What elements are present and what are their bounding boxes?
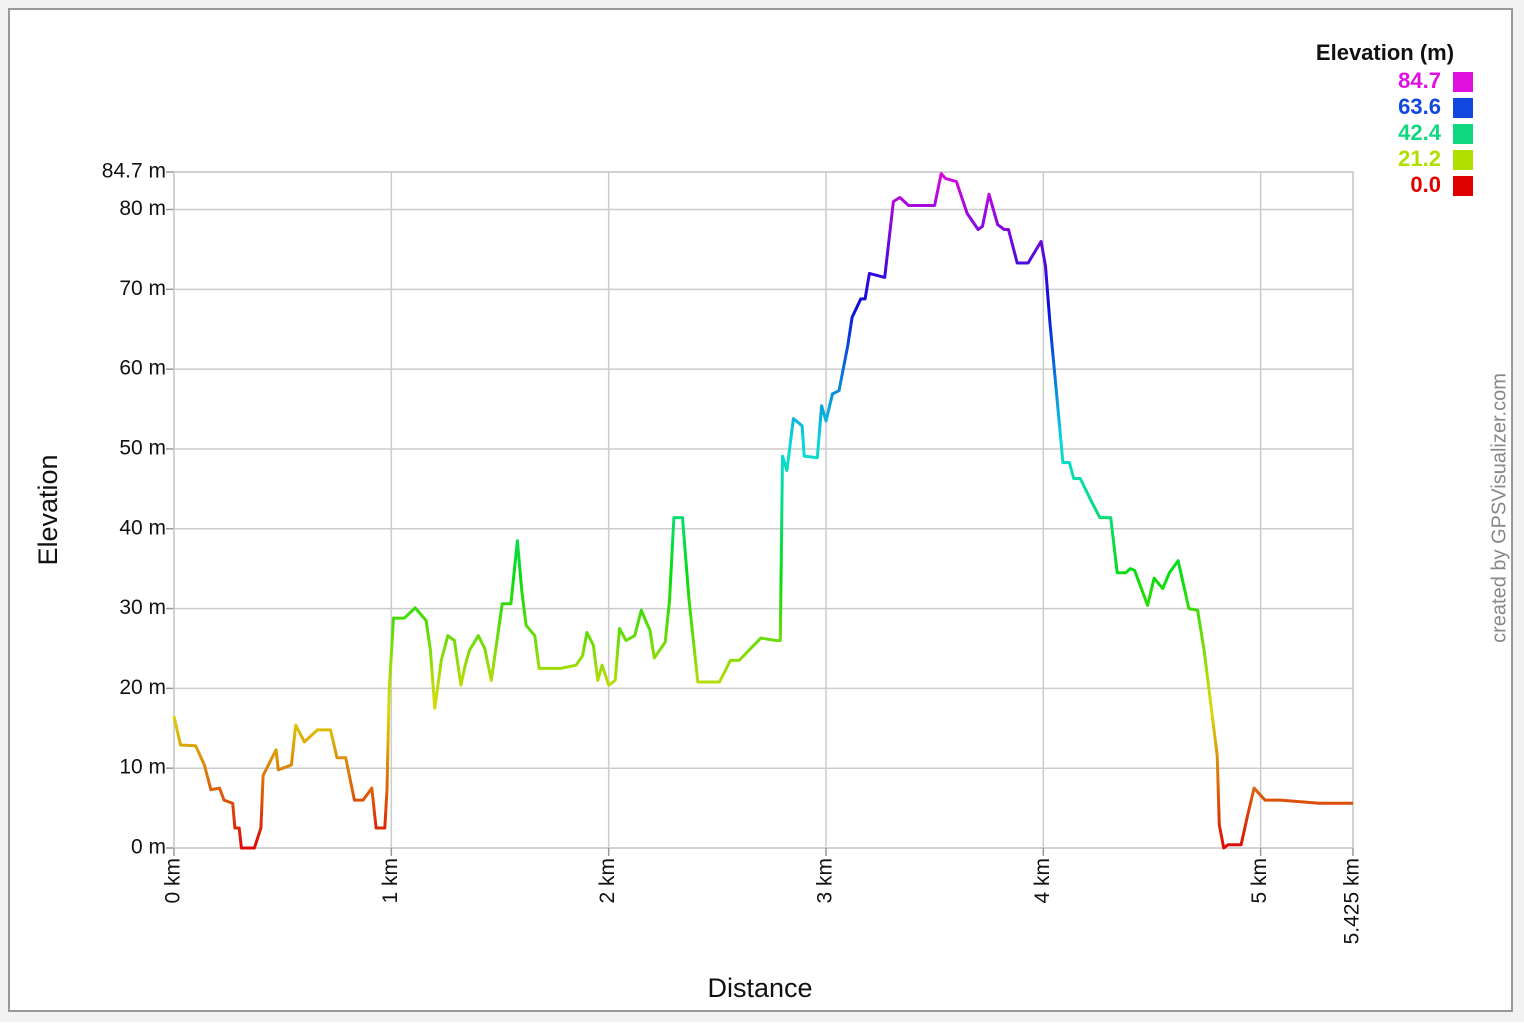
plot-area: [173, 171, 1354, 849]
legend-swatch: [1453, 98, 1473, 118]
legend-swatch: [1453, 72, 1473, 92]
x-tick-label: 3 km: [814, 858, 837, 904]
legend-title: Elevation (m): [1316, 40, 1454, 65]
legend-swatch: [1453, 124, 1473, 144]
y-tick-label: 70 m: [119, 277, 166, 300]
y-tick-label: 80 m: [119, 197, 166, 220]
legend-swatch: [1453, 150, 1473, 170]
y-tick-label: 10 m: [119, 756, 166, 779]
y-tick-label: 0 m: [131, 836, 166, 859]
legend-label: 0.0: [1410, 172, 1441, 197]
y-axis-label: Elevation: [33, 454, 63, 565]
elevation-line: [172, 172, 1353, 850]
y-tick-label: 50 m: [119, 436, 166, 459]
y-tick-label: 40 m: [119, 516, 166, 539]
x-tick-label: 0 km: [162, 858, 185, 904]
y-tick-label: 60 m: [119, 357, 166, 380]
y-tick-label: 30 m: [119, 596, 166, 619]
legend-label: 42.4: [1398, 120, 1442, 145]
legend-swatch: [1453, 176, 1473, 196]
x-tick-label: 5 km: [1248, 858, 1271, 904]
x-tick-label: 1 km: [379, 858, 402, 904]
x-tick-label: 2 km: [596, 858, 619, 904]
y-tick-label: 20 m: [119, 676, 166, 699]
legend-label: 21.2: [1398, 146, 1441, 171]
x-tick-label: 4 km: [1031, 858, 1054, 904]
legend-label: 84.7: [1398, 68, 1441, 93]
x-tick-label: 5.425 km: [1341, 858, 1364, 944]
x-axis-label: Distance: [707, 973, 812, 1003]
credit: created by GPSVisualizer.com: [1488, 373, 1510, 643]
y-tick-label: 84.7 m: [102, 160, 166, 183]
legend-label: 63.6: [1398, 94, 1441, 119]
